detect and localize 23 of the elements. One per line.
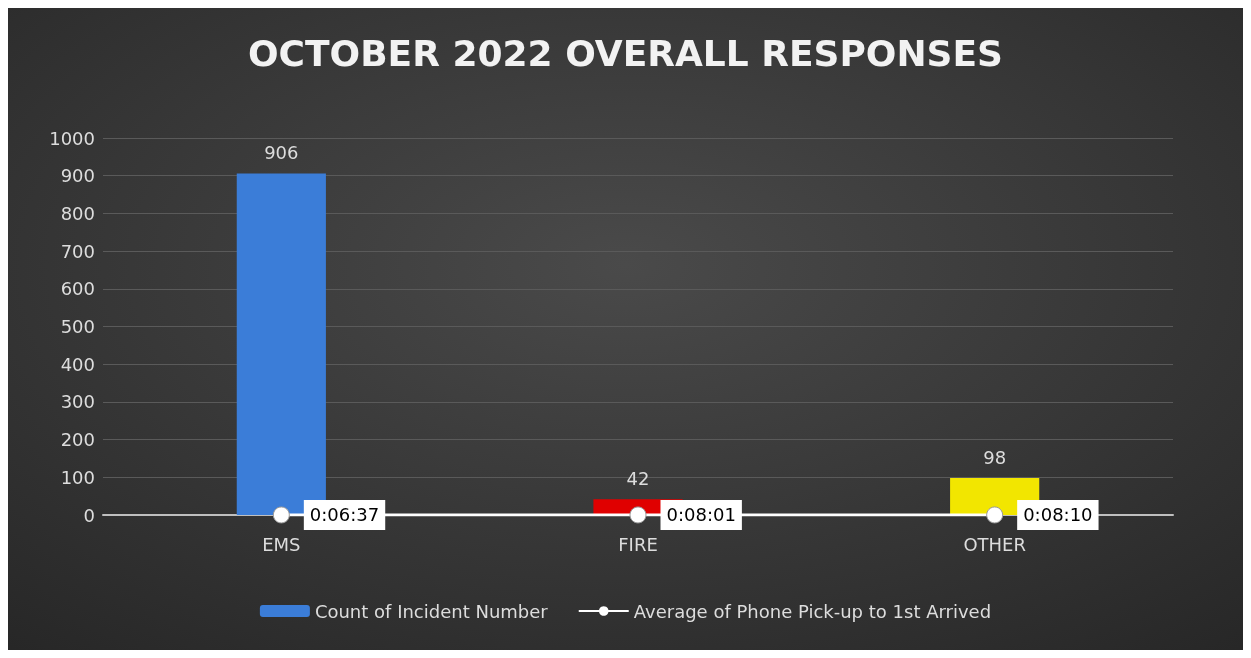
y-tick-label: 700 — [60, 240, 95, 262]
y-tick-label: 1000 — [49, 127, 95, 149]
y-tick-label: 900 — [60, 165, 95, 187]
data-label: 98 — [983, 446, 1007, 468]
y-tick-label: 400 — [60, 353, 95, 375]
y-tick-label: 800 — [60, 202, 95, 224]
x-tick-label: OTHER — [963, 533, 1026, 555]
y-tick-label: 100 — [60, 466, 95, 488]
y-tick-label: 500 — [60, 316, 95, 337]
data-label: 906 — [264, 141, 299, 163]
chart-title: OCTOBER 2022 OVERALL RESPONSES — [247, 32, 1004, 74]
data-label: 0:08:10 — [1023, 504, 1093, 526]
y-tick-label: 600 — [60, 278, 95, 300]
data-label: 0:06:37 — [309, 504, 380, 526]
x-tick-label: EMS — [262, 533, 301, 555]
data-label: 42 — [626, 467, 650, 489]
y-tick-label: 300 — [60, 391, 95, 413]
y-tick-label: 200 — [60, 429, 95, 451]
data-label: 0:08:01 — [666, 504, 736, 526]
legend-label: Count of Incident Number — [314, 600, 549, 622]
y-tick-label: 0 — [83, 504, 95, 526]
legend-label: Average of Phone Pick-up to 1st Arrived — [633, 600, 992, 622]
x-tick-label: FIRE — [618, 533, 658, 555]
